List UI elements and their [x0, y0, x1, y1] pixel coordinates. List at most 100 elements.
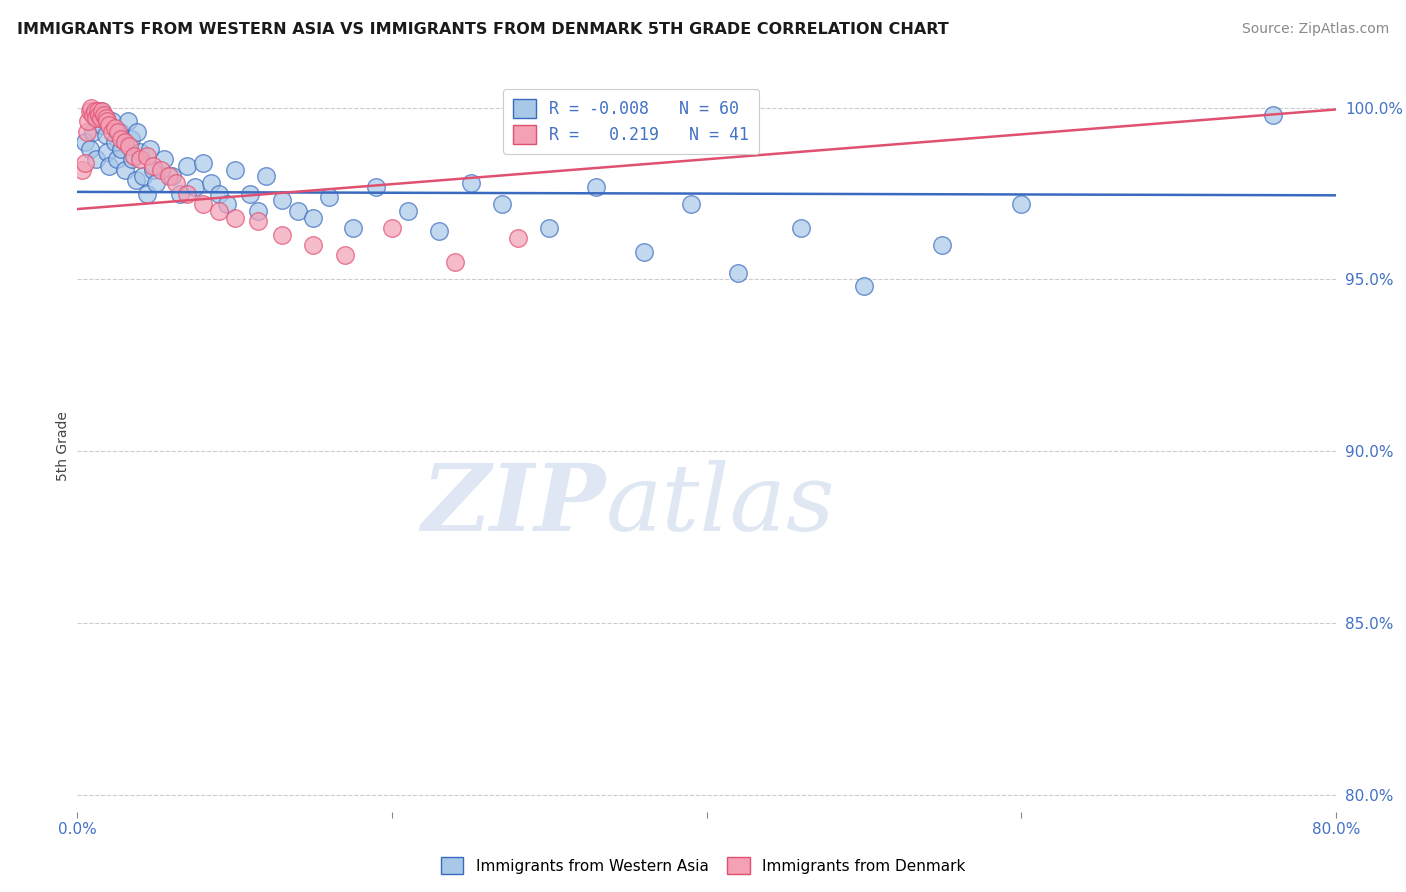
Point [135, 186, 157, 201]
Point [396, 203, 419, 218]
Legend: R = -0.008   N = 60, R =   0.219   N = 41: R = -0.008 N = 60, R = 0.219 N = 41 [503, 88, 759, 153]
Point [91, 118, 114, 132]
Point [120, 131, 142, 145]
Point [1010, 197, 1032, 211]
Point [149, 162, 172, 177]
Text: atlas: atlas [606, 459, 835, 549]
Point [215, 197, 238, 211]
Point [104, 135, 127, 149]
Point [79, 142, 101, 156]
Point [145, 176, 167, 190]
Point [96, 145, 118, 160]
Point [127, 125, 149, 139]
Point [108, 125, 131, 139]
Point [931, 238, 953, 252]
Point [191, 155, 215, 169]
Point [129, 153, 152, 167]
Point [444, 255, 467, 269]
Point [129, 145, 152, 160]
Point [727, 266, 749, 280]
Point [107, 125, 129, 139]
Point [93, 107, 115, 121]
Point [191, 197, 215, 211]
Point [239, 186, 262, 201]
Point [1261, 107, 1284, 121]
Text: IMMIGRANTS FROM WESTERN ASIA VS IMMIGRANTS FROM DENMARK 5TH GRADE CORRELATION CH: IMMIGRANTS FROM WESTERN ASIA VS IMMIGRAN… [17, 22, 949, 37]
Point [381, 221, 404, 235]
Point [122, 149, 145, 163]
Point [460, 176, 482, 190]
Point [157, 169, 180, 184]
Point [89, 111, 111, 125]
Point [585, 179, 607, 194]
Point [790, 221, 813, 235]
Point [94, 128, 117, 143]
Point [87, 104, 110, 119]
Point [270, 227, 292, 242]
Point [121, 153, 143, 167]
Point [114, 162, 136, 177]
Point [247, 214, 270, 228]
Point [110, 142, 132, 156]
Point [633, 244, 655, 259]
Point [224, 211, 246, 225]
Point [153, 153, 176, 167]
Point [254, 169, 277, 184]
Point [77, 114, 100, 128]
Point [114, 135, 136, 149]
Point [302, 211, 325, 225]
Point [76, 125, 98, 139]
Point [135, 149, 157, 163]
Point [75, 155, 97, 169]
Point [104, 121, 127, 136]
Point [118, 138, 141, 153]
Point [117, 114, 139, 128]
Point [165, 176, 187, 190]
Point [160, 169, 183, 184]
Point [110, 131, 132, 145]
Point [82, 107, 104, 121]
Point [80, 101, 103, 115]
Point [427, 224, 450, 238]
Point [491, 197, 513, 211]
Point [142, 162, 165, 177]
Point [97, 118, 120, 132]
Point [184, 179, 207, 194]
Point [79, 104, 101, 119]
Point [75, 135, 97, 149]
Point [70, 162, 93, 177]
Legend: Immigrants from Western Asia, Immigrants from Denmark: Immigrants from Western Asia, Immigrants… [434, 851, 972, 880]
Point [169, 186, 191, 201]
Point [270, 194, 292, 208]
Point [287, 203, 309, 218]
Point [89, 107, 111, 121]
Point [506, 231, 529, 245]
Point [679, 197, 702, 211]
Point [142, 159, 165, 173]
Point [124, 173, 146, 187]
Point [342, 221, 364, 235]
Point [138, 142, 160, 156]
Point [101, 114, 124, 128]
Point [318, 190, 340, 204]
Point [91, 104, 114, 119]
Point [101, 125, 124, 139]
Point [176, 186, 198, 201]
Point [333, 248, 356, 262]
Point [105, 153, 128, 167]
Point [82, 125, 104, 139]
Point [96, 114, 118, 128]
Point [90, 111, 112, 125]
Point [208, 186, 231, 201]
Point [247, 203, 270, 218]
Point [852, 279, 875, 293]
Point [90, 104, 112, 119]
Point [176, 159, 198, 173]
Point [84, 111, 107, 125]
Y-axis label: 5th Grade: 5th Grade [56, 411, 70, 481]
Point [302, 238, 325, 252]
Point [366, 179, 388, 194]
Text: ZIP: ZIP [422, 459, 606, 549]
Point [94, 111, 117, 125]
Point [538, 221, 561, 235]
